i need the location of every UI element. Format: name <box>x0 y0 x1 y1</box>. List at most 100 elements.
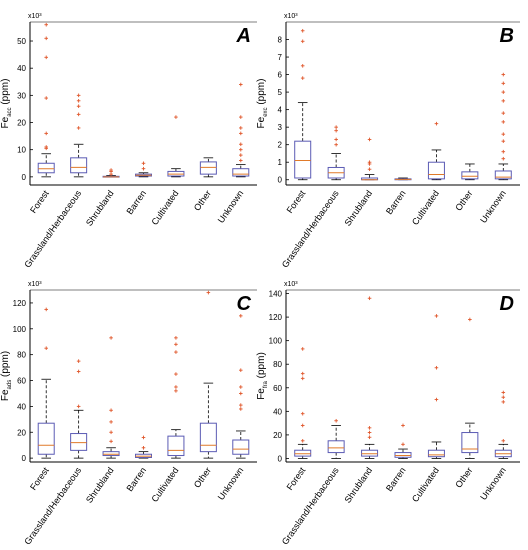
y-tick-label: 60 <box>17 377 26 386</box>
x-tick-label: Unknown <box>478 188 508 224</box>
iqr-box <box>70 433 88 451</box>
iqr-box <box>294 449 312 457</box>
outlier-point <box>109 439 113 444</box>
x-tick-label: Other <box>192 465 213 489</box>
y-tick-label: 4 <box>278 106 283 115</box>
y-tick-label: 80 <box>273 360 282 369</box>
y-tick-label: 120 <box>13 299 27 308</box>
outlier-point <box>44 22 49 27</box>
outlier-point <box>300 39 305 44</box>
x-tick-label: Cultivated <box>149 188 180 227</box>
box-other <box>461 317 479 459</box>
panel-letter: D <box>500 293 514 315</box>
x-tick-label: Barren <box>124 188 148 216</box>
outlier-point <box>501 99 506 103</box>
y-tick-label: 140 <box>269 290 283 299</box>
outlier-point <box>109 336 113 340</box>
outlier-point <box>238 385 243 389</box>
outlier-point <box>44 145 49 149</box>
box-barren <box>394 423 412 459</box>
iqr-box <box>394 452 412 458</box>
outlier-point <box>300 423 305 428</box>
x-tick-label: Grassland/Herbaceous <box>22 465 83 547</box>
iqr-box <box>361 449 379 457</box>
x-tick-label: Grassland/Herbaceous <box>280 465 341 547</box>
outlier-point <box>174 372 178 376</box>
y-axis-label: Feacc (ppm) <box>0 79 13 129</box>
iqr-box <box>167 435 185 457</box>
panel-letter: C <box>237 293 252 315</box>
y-tick-label: 3 <box>278 123 283 132</box>
box-shrubland <box>102 168 120 178</box>
iqr-box <box>232 168 250 177</box>
outlier-point <box>501 90 506 94</box>
y-tick-label: 30 <box>17 91 26 100</box>
box-barren <box>135 435 152 459</box>
outlier-point <box>76 359 81 363</box>
x-tick-label: Shrubland <box>342 465 374 504</box>
scale-note: x10³ <box>284 13 298 20</box>
y-tick-label: 5 <box>278 88 283 97</box>
outlier-point <box>300 438 305 443</box>
x-tick-label: Barren <box>384 188 408 216</box>
iqr-box <box>427 161 445 180</box>
iqr-box <box>494 170 512 180</box>
outlier-point <box>501 390 506 395</box>
outlier-point <box>501 111 506 115</box>
box-forest <box>37 22 55 178</box>
outlier-point <box>44 55 49 60</box>
panel-a: 0 10 20 30 40 50 x10³ Feacc (ppm) A ForestGrassla… <box>0 13 257 270</box>
outlier-point <box>238 131 243 136</box>
scale-note: x10³ <box>28 281 42 288</box>
outlier-point <box>238 82 243 87</box>
x-tick-label: Forest <box>28 465 51 492</box>
outlier-point <box>334 128 338 133</box>
outlier-point <box>238 147 243 152</box>
panel-b: 0 1 2 3 4 5 6 7 8 x10³ Feexc (ppm) B ForestGrassland… <box>256 13 520 270</box>
y-tick-label: 80 <box>17 351 26 360</box>
outlier-point <box>174 389 178 393</box>
x-tick-label: Shrubland <box>84 188 116 227</box>
y-tick-label: 0 <box>22 454 27 463</box>
outlier-point <box>238 142 243 147</box>
y-tick-label: 7 <box>278 53 283 62</box>
y-tick-label: 0 <box>278 176 283 185</box>
y-tick-label: 8 <box>278 36 283 45</box>
x-tick-label: Unknown <box>478 465 508 501</box>
iqr-box <box>199 161 217 175</box>
panel-letter: A <box>236 25 251 47</box>
x-tick-label: Shrubland <box>342 188 374 227</box>
outlier-point <box>501 132 506 136</box>
outlier-point <box>44 346 49 350</box>
outlier-point <box>206 290 211 295</box>
outlier-point <box>300 347 305 351</box>
outlier-point <box>174 350 178 354</box>
outlier-point <box>109 408 113 413</box>
outlier-point <box>367 296 372 301</box>
y-tick-label: 100 <box>269 337 283 346</box>
x-tick-label: Forest <box>28 188 51 215</box>
y-tick-label: 20 <box>17 428 26 437</box>
outlier-point <box>238 126 243 130</box>
outlier-point <box>238 158 243 163</box>
outlier-point <box>238 391 243 396</box>
box-grassland-herbaceous <box>70 359 88 459</box>
outlier-point <box>367 426 372 430</box>
box-cultivated <box>167 115 185 178</box>
outlier-point <box>300 371 305 376</box>
outlier-point <box>76 112 81 117</box>
y-axis-label: Feads (ppm) <box>0 351 13 401</box>
outlier-point <box>300 64 305 68</box>
y-tick-label: 2 <box>278 141 283 150</box>
iqr-box <box>327 440 345 454</box>
outlier-point <box>434 365 439 370</box>
box-forest <box>294 28 312 181</box>
box-unknown <box>232 82 250 178</box>
y-tick-label: 40 <box>17 64 26 73</box>
iqr-box <box>37 422 55 455</box>
y-tick-label: 0 <box>278 454 283 463</box>
box-forest <box>37 307 55 459</box>
outlier-point <box>468 317 472 322</box>
outlier-point <box>501 438 506 443</box>
